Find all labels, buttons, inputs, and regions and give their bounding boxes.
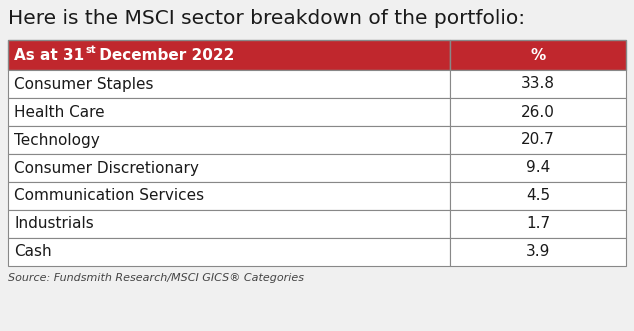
Text: 26.0: 26.0 [521, 105, 555, 119]
Text: 1.7: 1.7 [526, 216, 550, 231]
Text: Technology: Technology [14, 132, 100, 148]
Bar [8, 70, 450, 98]
Text: 4.5: 4.5 [526, 188, 550, 204]
Text: 9.4: 9.4 [526, 161, 550, 175]
Bar [8, 238, 450, 266]
Text: As at 31: As at 31 [14, 48, 84, 63]
Text: Cash: Cash [14, 245, 51, 260]
Text: Here is the MSCI sector breakdown of the portfolio:: Here is the MSCI sector breakdown of the… [8, 9, 525, 27]
Text: 3.9: 3.9 [526, 245, 550, 260]
Text: December 2022: December 2022 [94, 48, 235, 63]
Text: Consumer Staples: Consumer Staples [14, 76, 153, 91]
Text: st: st [86, 45, 96, 55]
Bar [8, 182, 450, 210]
Bar [450, 238, 626, 266]
Text: Communication Services: Communication Services [14, 188, 204, 204]
Bar [8, 210, 450, 238]
Text: Consumer Discretionary: Consumer Discretionary [14, 161, 199, 175]
Bar [8, 40, 450, 70]
Bar [450, 126, 626, 154]
Bar [8, 154, 450, 182]
Text: %: % [530, 48, 546, 63]
Bar [450, 98, 626, 126]
Text: Health Care: Health Care [14, 105, 105, 119]
Bar [450, 182, 626, 210]
Bar [450, 154, 626, 182]
Text: 20.7: 20.7 [521, 132, 555, 148]
Bar [8, 126, 450, 154]
Text: 33.8: 33.8 [521, 76, 555, 91]
Text: Industrials: Industrials [14, 216, 94, 231]
Bar [450, 70, 626, 98]
Text: Source: Fundsmith Research/MSCI GICS® Categories: Source: Fundsmith Research/MSCI GICS® Ca… [8, 273, 304, 283]
Bar [450, 40, 626, 70]
Bar [450, 210, 626, 238]
Bar [8, 98, 450, 126]
